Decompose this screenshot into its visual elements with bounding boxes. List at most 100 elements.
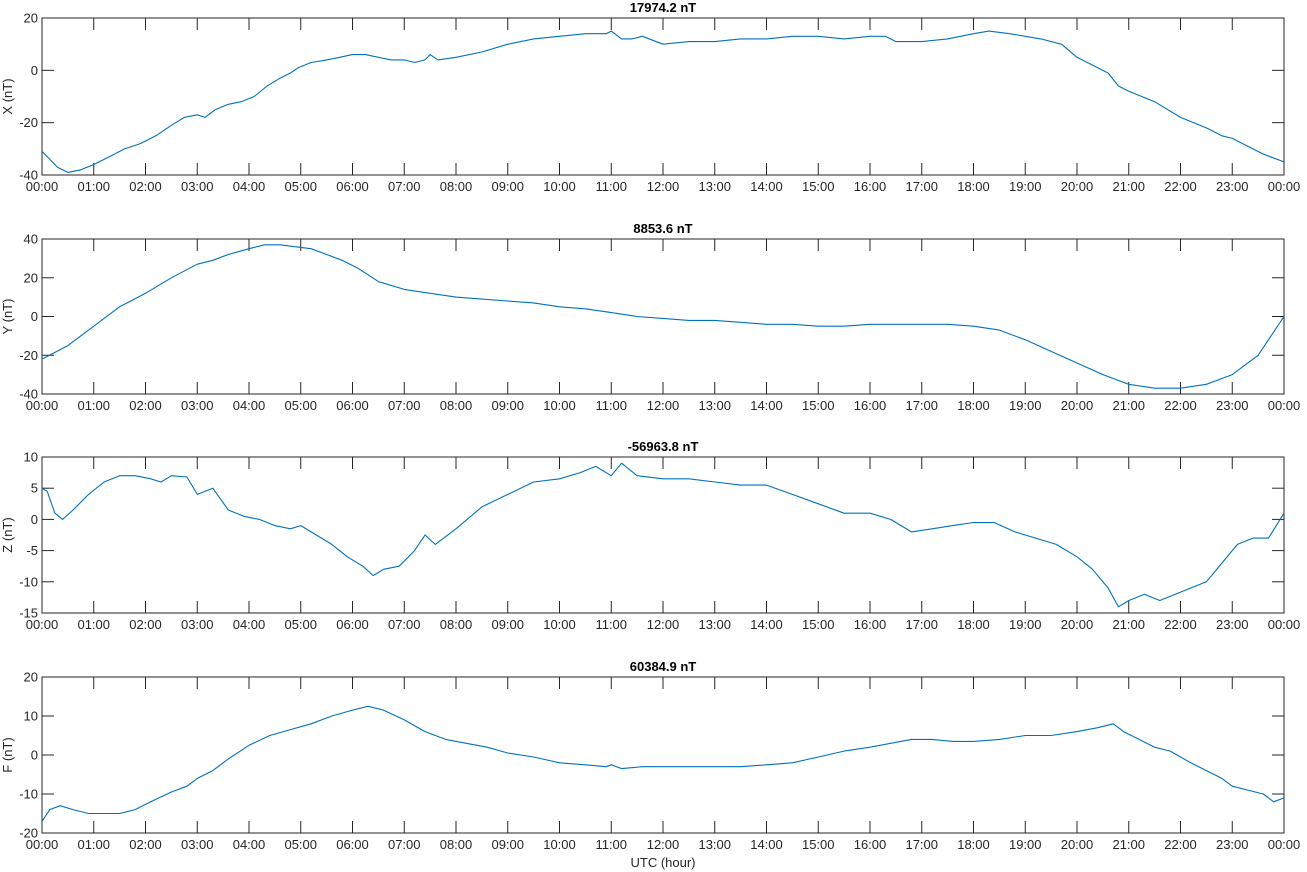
x-tick-label: 07:00: [388, 179, 421, 194]
series-line: [41, 30, 1285, 173]
x-tick-label: 04:00: [233, 617, 266, 632]
plot-area: [41, 17, 1285, 176]
x-tick-label: 10:00: [543, 179, 576, 194]
x-tick-label: 18:00: [957, 617, 990, 632]
x-tick-label: 06:00: [336, 837, 369, 852]
y-tick-label: 20: [24, 11, 38, 26]
x-tick-label: 06:00: [336, 179, 369, 194]
x-tick-label: 04:00: [233, 179, 266, 194]
x-tick-label: 12:00: [647, 179, 680, 194]
y-axis-label: F (nT): [0, 737, 15, 772]
x-tick-label: 03:00: [181, 179, 214, 194]
x-tick-label: 17:00: [905, 398, 938, 413]
series-line: [41, 705, 1285, 822]
x-tick-label: 16:00: [854, 837, 887, 852]
x-tick-label: 13:00: [698, 837, 731, 852]
chart-panel-3: 00:00 01:00 02:00 03:00 04:00 05:00 06:00 07:00…: [0, 439, 1300, 632]
x-tick-label: 21:00: [1112, 179, 1145, 194]
x-tick-label: 15:00: [802, 617, 835, 632]
x-tick-label: 14:00: [750, 617, 783, 632]
y-tick-label: -5: [26, 543, 38, 558]
x-tick-label: 05:00: [284, 617, 317, 632]
x-tick-label: 23:00: [1216, 837, 1249, 852]
x-tick-label: 05:00: [284, 179, 317, 194]
x-tick-label: 10:00: [543, 617, 576, 632]
x-tick-label: 00:00: [26, 398, 59, 413]
x-tick-label: 15:00: [802, 179, 835, 194]
y-tick-label: -15: [19, 606, 38, 621]
x-tick-label: 01:00: [77, 837, 110, 852]
plot-area: [41, 676, 1285, 834]
x-tick-label: 08:00: [440, 179, 473, 194]
x-tick-label: 09:00: [491, 617, 524, 632]
x-tick-label: 19:00: [1009, 179, 1042, 194]
y-axis-label: X (nT): [0, 78, 15, 114]
x-tick-label: 18:00: [957, 837, 990, 852]
y-tick-label: 10: [24, 450, 38, 465]
x-tick-label: 08:00: [440, 617, 473, 632]
x-tick-label: 01:00: [77, 617, 110, 632]
x-tick-label: 01:00: [77, 398, 110, 413]
x-tick-label: 23:00: [1216, 398, 1249, 413]
plot-area: [41, 456, 1285, 614]
panel-title: 60384.9 nT: [630, 659, 697, 674]
x-tick-label: 21:00: [1112, 837, 1145, 852]
x-tick-label: 22:00: [1164, 398, 1197, 413]
x-tick-label: 21:00: [1112, 617, 1145, 632]
x-tick-label: 20:00: [1061, 398, 1094, 413]
x-tick-label: 08:00: [440, 837, 473, 852]
x-tick-label: 10:00: [543, 398, 576, 413]
x-tick-label: 20:00: [1061, 617, 1094, 632]
x-tick-label: 20:00: [1061, 179, 1094, 194]
x-tick-label: 11:00: [595, 398, 627, 413]
y-tick-label: -40: [19, 168, 38, 183]
x-tick-label: 12:00: [647, 617, 680, 632]
x-tick-label: 17:00: [905, 837, 938, 852]
y-tick-label: -10: [19, 787, 38, 802]
x-tick-label: 18:00: [957, 398, 990, 413]
panel-title: 17974.2 nT: [630, 0, 697, 15]
series-line: [41, 244, 1285, 389]
x-tick-label: 23:00: [1216, 179, 1249, 194]
x-tick-label: 16:00: [854, 398, 887, 413]
x-tick-label: 22:00: [1164, 837, 1197, 852]
x-tick-label: 21:00: [1112, 398, 1145, 413]
x-tick-label: 12:00: [647, 398, 680, 413]
y-tick-label: 5: [31, 481, 38, 496]
x-axis-label: UTC (hour): [630, 855, 695, 870]
x-tick-label: 15:00: [802, 398, 835, 413]
x-tick-label: 00:00: [1268, 837, 1301, 852]
x-tick-label: 00:00: [26, 179, 59, 194]
y-tick-label: -20: [19, 826, 38, 841]
x-tick-label: 00:00: [26, 837, 59, 852]
y-tick-label: -20: [19, 348, 38, 363]
x-tick-label: 04:00: [233, 398, 266, 413]
x-tick-label: 06:00: [336, 398, 369, 413]
x-tick-label: 09:00: [491, 837, 524, 852]
x-tick-label: 03:00: [181, 617, 214, 632]
x-tick-label: 19:00: [1009, 837, 1042, 852]
x-tick-label: 03:00: [181, 398, 214, 413]
x-tick-label: 17:00: [905, 179, 938, 194]
x-tick-label: 14:00: [750, 179, 783, 194]
x-tick-label: 11:00: [595, 617, 627, 632]
x-tick-label: 23:00: [1216, 617, 1249, 632]
x-tick-label: 08:00: [440, 398, 473, 413]
x-tick-label: 00:00: [1268, 617, 1301, 632]
x-tick-label: 22:00: [1164, 617, 1197, 632]
x-tick-label: 03:00: [181, 837, 214, 852]
x-tick-label: 16:00: [854, 179, 887, 194]
x-tick-label: 16:00: [854, 617, 887, 632]
y-tick-label: 40: [24, 232, 38, 247]
x-tick-label: 07:00: [388, 617, 421, 632]
x-tick-label: 19:00: [1009, 617, 1042, 632]
x-tick-label: 12:00: [647, 837, 680, 852]
x-tick-label: 02:00: [129, 179, 162, 194]
y-tick-label: 20: [24, 270, 38, 285]
x-tick-label: 00:00: [1268, 179, 1301, 194]
x-tick-label: 04:00: [233, 837, 266, 852]
panel-title: -56963.8 nT: [628, 439, 699, 454]
x-tick-label: 02:00: [129, 617, 162, 632]
y-axis-label: Z (nT): [0, 517, 15, 552]
x-tick-label: 13:00: [698, 398, 731, 413]
